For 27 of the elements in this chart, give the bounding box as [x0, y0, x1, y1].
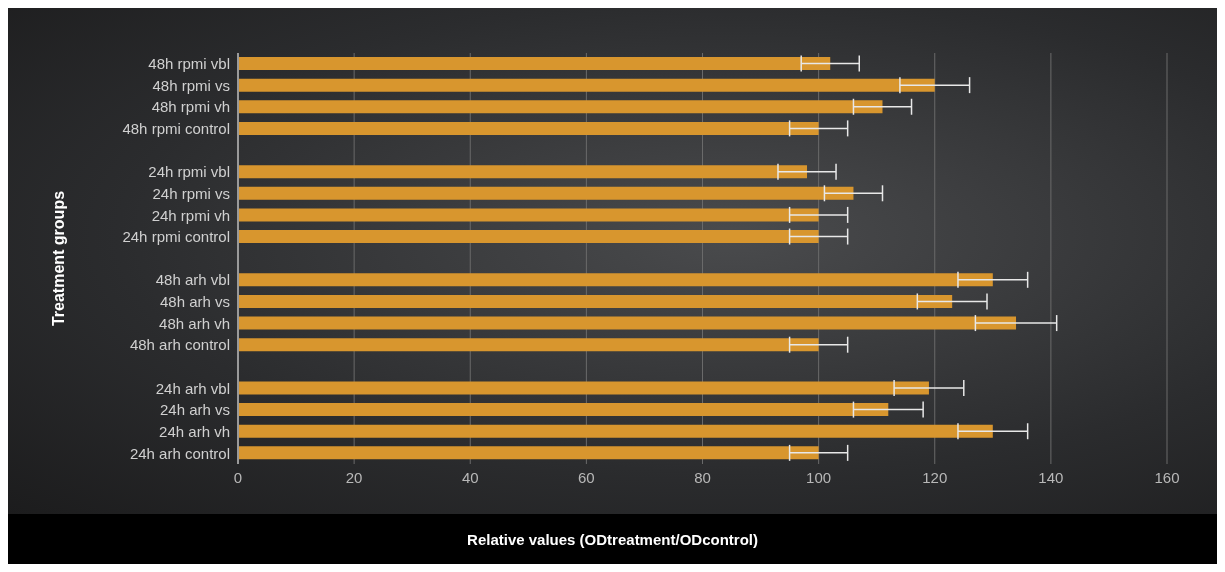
y-tick-label: 24h rpmi vh — [151, 206, 230, 224]
x-tick-label: 100 — [806, 468, 832, 486]
x-tick-label: 0 — [233, 468, 243, 486]
y-tick-label: 24h rpmi vbl — [148, 163, 230, 181]
y-tick-label: 48h arh vbl — [155, 271, 230, 289]
y-tick-label: 24h arh vbl — [155, 379, 230, 397]
y-tick-label: 24h arh control — [129, 444, 230, 462]
x-tick-label: 160 — [1154, 468, 1180, 486]
y-tick-label: 48h arh control — [129, 336, 230, 354]
y-tick-label: 48h rpmi vs — [152, 76, 230, 94]
y-tick-label: 24h rpmi control — [122, 228, 230, 246]
y-tick-label: 48h rpmi vh — [151, 98, 230, 116]
x-tick-label: 140 — [1038, 468, 1064, 486]
y-tick-label: 24h rpmi vs — [152, 184, 230, 202]
y-tick-label: 48h arh vs — [159, 293, 230, 311]
y-tick-label: 24h arh vs — [159, 401, 230, 419]
x-tick-label: 20 — [345, 468, 363, 486]
y-tick-label: 24h arh vh — [159, 422, 230, 440]
y-tick-label: 48h rpmi vbl — [148, 55, 230, 73]
x-tick-label: 40 — [461, 468, 479, 486]
x-tick-label: 60 — [578, 468, 595, 486]
x-tick-label: 80 — [694, 468, 711, 486]
y-tick-label: 48h arh vh — [159, 314, 230, 332]
y-axis-title: Treatment groups — [49, 190, 67, 327]
x-tick-label: 120 — [922, 468, 948, 486]
x-axis-title: Relative values (ODtreatment/ODcontrol) — [466, 529, 759, 550]
y-tick-label: 48h rpmi control — [122, 120, 230, 138]
